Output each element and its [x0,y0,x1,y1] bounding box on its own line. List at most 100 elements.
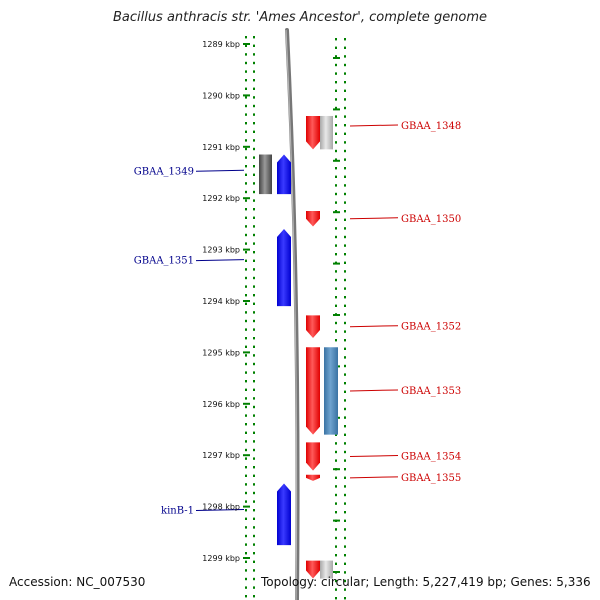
tick-dot [344,72,346,75]
tick-dot [344,545,346,548]
tick-dot [344,167,346,170]
tick-dot [245,380,247,383]
tick-dot [253,423,255,426]
tick-dot [245,423,247,426]
tick-dot [245,388,247,391]
gene-gbaa-1353[interactable] [306,347,320,435]
gene-gbaa-1348[interactable] [306,115,320,150]
tick-dot [253,165,255,168]
tick-dot [335,579,337,583]
tick-dot [253,397,255,400]
scale-label: 1294 kbp [202,297,240,306]
gene-label-gbaa-1351: GBAA_1351 [134,256,194,267]
tick-dot [253,276,255,280]
tick-dot [245,87,247,90]
tick-dot [344,141,346,144]
tick-dot [335,218,337,221]
tick-dot [344,399,346,402]
label-leader [195,259,245,262]
tick-dot [253,483,255,486]
tick-dot [245,208,247,211]
tick-dot [335,149,337,153]
tick-dot [245,457,247,460]
tick-dot [335,192,337,196]
tick-dot [253,337,255,340]
tick-dot [245,595,247,598]
tick-dot [253,216,255,219]
tick-dot [245,491,247,495]
gene-unnamed[interactable] [306,560,320,579]
tick-dot [344,149,346,153]
tick-dot [335,554,337,557]
tick-dot [335,485,337,488]
accession-text: Accession: NC_007530 [9,575,146,589]
gene-features[interactable] [259,115,338,579]
gene-label-gbaa-1352: GBAA_1352 [401,322,461,333]
tick-dot [253,259,255,262]
tick-dot [253,225,255,228]
tick-dot [245,165,247,168]
tick-dot [245,431,247,434]
gene-gbaa-1350[interactable] [306,211,320,227]
scale-label: 1296 kbp [202,400,240,409]
tick-dot [335,528,337,531]
gene-label-kinb-1: kinB-1 [161,505,194,516]
tick-dot [335,98,337,101]
tick-dot [253,388,255,391]
tick-dot [344,407,346,411]
tick-dot [344,38,346,41]
neighbor-gene[interactable] [320,560,333,579]
neighbor-gene[interactable] [324,347,338,435]
tick-dot [335,304,337,307]
gene-label-gbaa-1353: GBAA_1353 [401,386,461,397]
tick-dot [253,440,255,443]
neighbor-gene[interactable] [320,115,333,150]
tick-dot [335,450,337,454]
tick-dot [335,597,337,600]
tick-dot [344,468,346,471]
tick-dot [245,79,247,82]
tick-dot [335,287,337,290]
neighbor-gene[interactable] [259,154,272,195]
tick-dot [344,511,346,514]
gene-gbaa-1352[interactable] [306,315,320,339]
tick-dot [344,364,346,368]
tick-dot [245,285,247,288]
tick-dot [245,242,247,245]
tick-dot [245,483,247,486]
label-leader [349,217,399,220]
gene-gbaa-1351[interactable] [277,229,291,307]
tick-dot [344,296,346,299]
tick-dot [253,577,255,581]
tick-dot [245,362,247,366]
genome-summary: Topology: circular; Length: 5,227,419 bp… [261,575,591,589]
tick-dot [245,44,247,47]
tick-dot [245,190,247,194]
gene-gbaa-1349[interactable] [277,154,291,195]
tick-dot [245,251,247,254]
tick-dot [253,294,255,297]
tick-dot [335,167,337,170]
tick-dot [335,296,337,299]
tick-dot [344,536,346,540]
tick-dot [344,588,346,591]
gene-gbaa-1354[interactable] [306,442,320,471]
genome-line [285,28,300,600]
gene-label-gbaa-1349: GBAA_1349 [134,166,194,177]
gene-kinb-1[interactable] [277,483,291,546]
tick-dot [245,156,247,159]
tick-dot [253,526,255,529]
tick-dot [245,61,247,65]
tick-dot [335,132,337,135]
tick-dot [245,397,247,400]
gene-gbaa-1355[interactable] [306,474,320,481]
tick-dot [253,302,255,305]
tick-dot [344,579,346,583]
tick-dot [344,192,346,196]
tick-dot [335,562,337,565]
tick-dot [253,233,255,237]
tick-dot [335,493,337,497]
tick-dot [245,36,247,39]
tick-dot [253,534,255,538]
tick-dot [335,81,337,84]
